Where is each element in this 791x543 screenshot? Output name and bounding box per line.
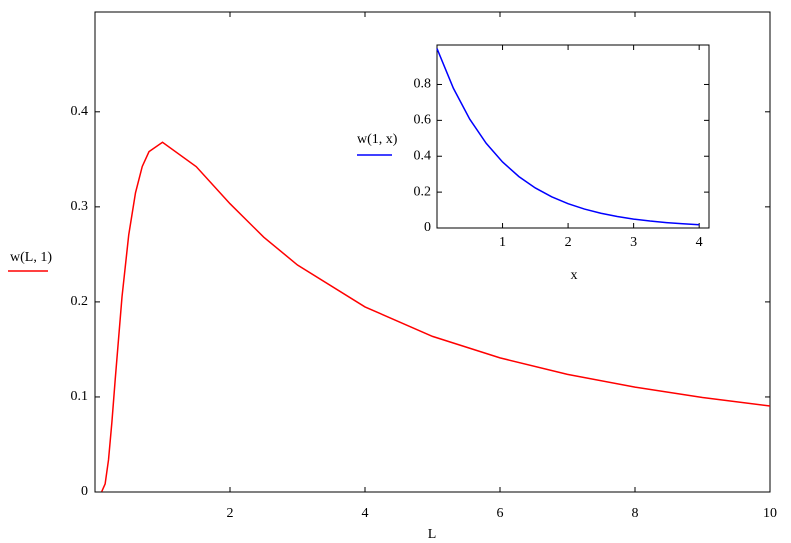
x-tick-label: 2 bbox=[565, 235, 572, 250]
x-tick-label: 6 bbox=[497, 506, 504, 521]
legend-label: w(L, 1) bbox=[10, 250, 52, 265]
y-tick-label: 0.2 bbox=[71, 294, 89, 309]
y-tick-label: 0.2 bbox=[414, 184, 432, 199]
x-tick-label: 8 bbox=[632, 506, 639, 521]
x-axis-label: x bbox=[571, 268, 578, 283]
legend-label: w(1, x) bbox=[357, 132, 398, 147]
y-tick-label: 0 bbox=[424, 220, 431, 235]
y-tick-label: 0.4 bbox=[414, 148, 432, 163]
y-tick-label: 0 bbox=[81, 484, 88, 499]
y-tick-label: 0.6 bbox=[414, 113, 432, 128]
x-tick-label: 2 bbox=[227, 506, 234, 521]
data-line bbox=[436, 48, 700, 226]
x-tick-label: 1 bbox=[499, 235, 506, 250]
y-tick-label: 0.4 bbox=[71, 104, 89, 119]
x-tick-label: 10 bbox=[763, 506, 777, 521]
x-tick-label: 3 bbox=[630, 235, 637, 250]
data-line bbox=[101, 141, 771, 492]
x-tick-label: 4 bbox=[362, 506, 369, 521]
plot-frame bbox=[436, 44, 710, 229]
y-tick-label: 0.3 bbox=[71, 199, 89, 214]
y-tick-label: 0.1 bbox=[71, 389, 89, 404]
x-axis-label: L bbox=[428, 527, 437, 542]
x-tick-label: 4 bbox=[696, 235, 703, 250]
y-tick-label: 0.8 bbox=[414, 77, 432, 92]
